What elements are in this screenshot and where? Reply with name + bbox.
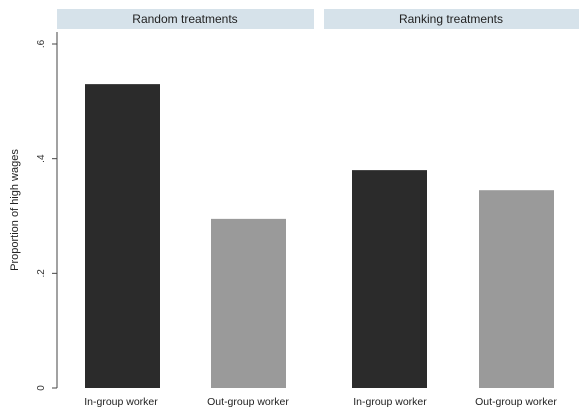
bar-random-in-group [85, 84, 160, 388]
y-tick-label: .4 [36, 154, 47, 163]
y-tick-label: .6 [36, 39, 47, 48]
category-label: Out-group worker [207, 396, 289, 408]
category-label: In-group worker [84, 396, 158, 408]
y-ticks: 0 .2 .4 .6 [36, 39, 57, 391]
category-labels: In-group worker Out-group worker In-group … [84, 396, 557, 408]
panel-header-ranking [324, 9, 579, 29]
y-axis-title: Proportion of high wages [9, 149, 21, 271]
panel-title-random: Random treatments [132, 12, 237, 26]
panel-title-ranking: Ranking treatments [399, 12, 503, 26]
category-label: Out-group worker [475, 396, 557, 408]
bar-ranking-in-group [352, 170, 427, 388]
panel-header-random [57, 9, 314, 29]
bars [85, 84, 554, 388]
category-label: In-group worker [353, 396, 427, 408]
y-tick-label: .2 [36, 269, 47, 278]
y-tick-label: 0 [36, 385, 47, 391]
bar-ranking-out-group [479, 190, 554, 388]
bar-random-out-group [211, 218, 286, 388]
